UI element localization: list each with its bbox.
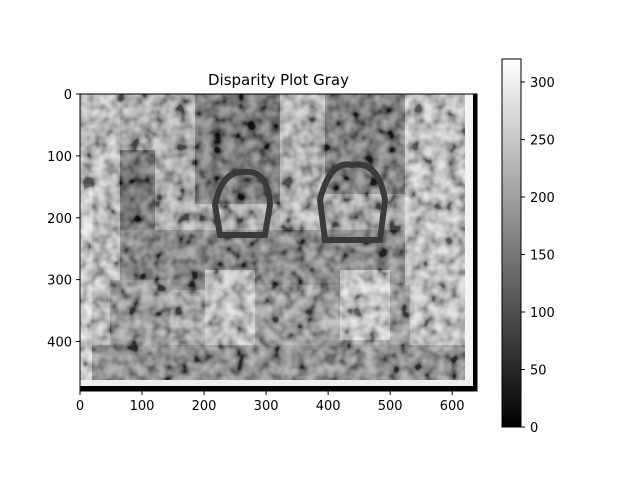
chart-title: Disparity Plot Gray <box>208 71 349 89</box>
x-tick-label: 400 <box>316 399 341 414</box>
disparity-image <box>80 94 477 391</box>
colorbar-tick-label: 100 <box>530 306 555 321</box>
x-tick-label: 600 <box>440 399 465 414</box>
x-tick-label: 300 <box>254 399 279 414</box>
x-tick-label: 100 <box>130 399 155 414</box>
y-tick-label: 200 <box>47 212 72 227</box>
x-tick-label: 200 <box>192 399 217 414</box>
colorbar <box>501 58 522 428</box>
colorbar-tick-label: 0 <box>530 421 538 436</box>
x-tick-label: 500 <box>378 399 403 414</box>
y-tick-label: 0 <box>64 88 72 103</box>
colorbar-tick-label: 250 <box>530 134 555 149</box>
x-tick-label: 0 <box>76 399 84 414</box>
colorbar-tick-label: 300 <box>530 76 555 91</box>
x-axis-ticks: 0 100 200 300 400 500 600 <box>76 391 465 414</box>
y-axis-ticks: 0 100 200 300 400 <box>47 88 80 351</box>
colorbar-tick-label: 50 <box>530 364 547 379</box>
colorbar-ticks: 0 50 100 150 200 250 300 <box>521 76 555 436</box>
colorbar-tick-label: 150 <box>530 249 555 264</box>
colorbar-tick-label: 200 <box>530 191 555 206</box>
y-tick-label: 100 <box>47 150 72 165</box>
y-tick-label: 300 <box>47 274 72 289</box>
y-tick-label: 400 <box>47 336 72 351</box>
image-axes-frame <box>79 93 478 392</box>
